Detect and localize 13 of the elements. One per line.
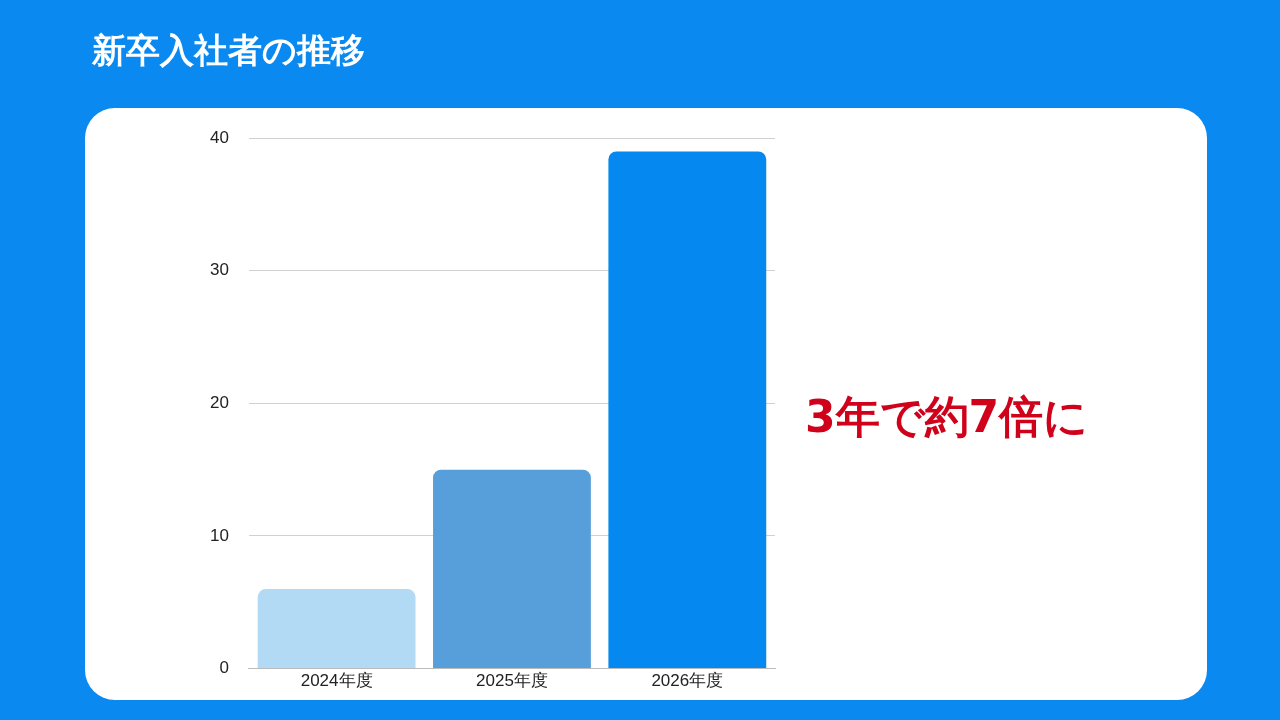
bar — [608, 151, 767, 669]
x-tick-label: 2025年度 — [476, 671, 548, 691]
y-tick-label: 40 — [209, 127, 229, 147]
y-tick-label: 0 — [219, 658, 229, 678]
bar — [257, 589, 416, 669]
chart-title: 新卒入社者の推移 — [92, 29, 365, 72]
y-tick-label: 30 — [209, 260, 229, 280]
x-tick-label: 2026年度 — [651, 671, 724, 691]
y-tick-label: 20 — [209, 393, 229, 413]
text: 3年で約7倍に — [805, 390, 1089, 444]
bar — [433, 469, 591, 669]
x-tick-label: 2024年度 — [300, 671, 373, 691]
y-tick-label: 10 — [209, 525, 229, 545]
